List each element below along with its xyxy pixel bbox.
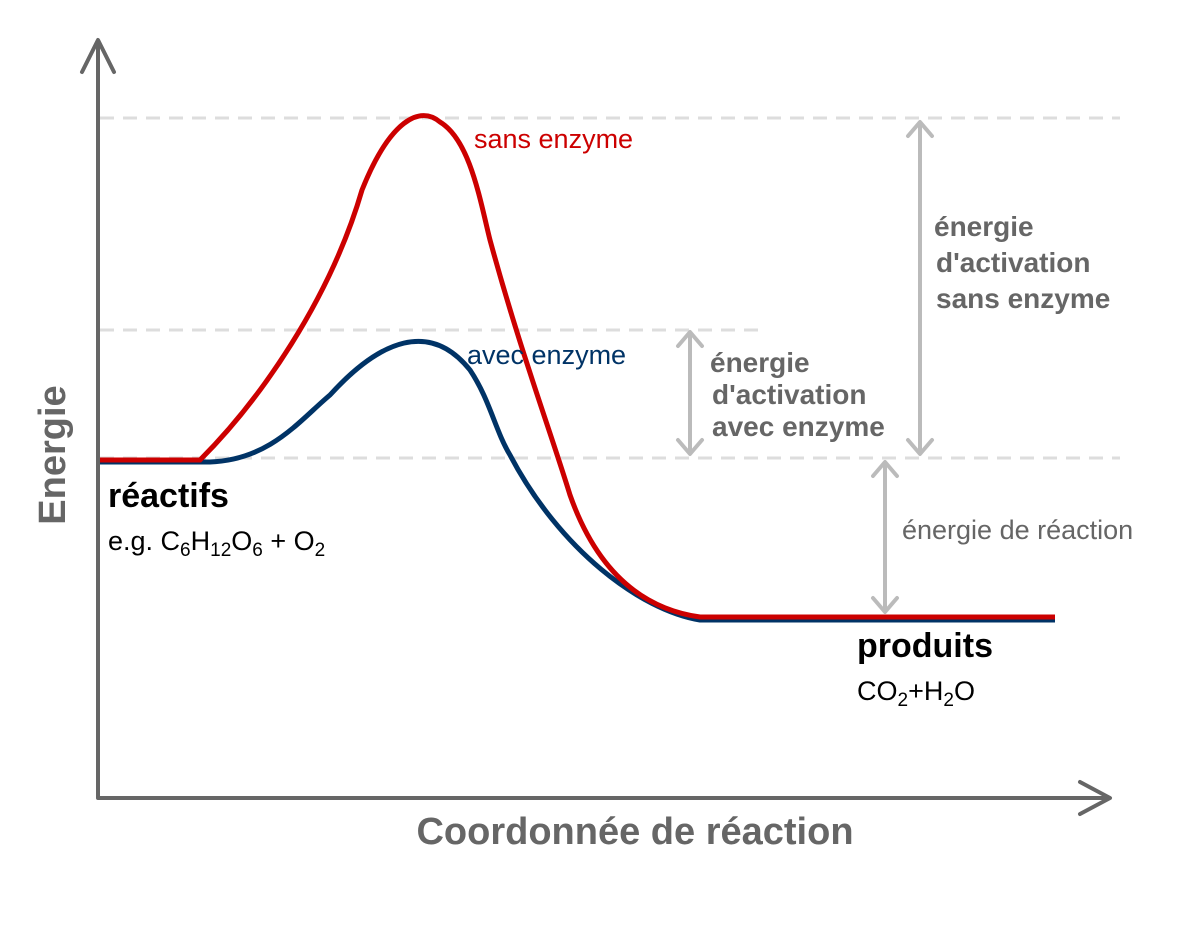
text-part: O — [954, 676, 975, 706]
annotation: énergie de réaction — [902, 515, 1133, 545]
text-part: énergie — [934, 211, 1034, 242]
text-part: O — [231, 526, 252, 556]
reactants-formula: e.g. C6H12O6 + O2 — [108, 526, 325, 561]
text-part: CO — [857, 676, 898, 706]
reactants-label: réactifs — [108, 477, 229, 515]
arrow-activation-with — [676, 330, 704, 456]
text-part: + O — [263, 526, 315, 556]
text-part: e.g. C — [108, 526, 180, 556]
text-part: d'activation — [936, 247, 1090, 278]
curve-label: avec enzyme — [467, 340, 626, 370]
text-part: 6 — [180, 540, 191, 561]
text-part: énergie — [710, 347, 810, 378]
text-part: 2 — [315, 540, 326, 561]
arrow-activation-without — [906, 120, 934, 456]
annotation: énergie d'activation avec enzyme — [710, 347, 885, 442]
text-part: 12 — [210, 540, 231, 561]
arrow-reaction-energy — [871, 460, 899, 614]
curve-with-enzyme — [100, 339, 1055, 623]
text-part: 2 — [898, 690, 909, 711]
products-label: produits — [857, 627, 993, 665]
x-axis-label: Coordonnée de réaction — [416, 811, 853, 853]
text-part: avec enzyme — [712, 411, 885, 442]
text-part: 2 — [943, 690, 954, 711]
text-part: +H — [908, 676, 943, 706]
curve-label: sans enzyme — [474, 124, 633, 154]
text-part: 6 — [252, 540, 263, 561]
text-part: d'activation — [712, 379, 866, 410]
text-part: sans enzyme — [936, 283, 1110, 314]
products-formula: CO2+H2O — [857, 676, 975, 711]
curve-without-enzyme — [100, 113, 1055, 620]
axes — [80, 38, 1112, 816]
y-axis-label: Energie — [32, 385, 74, 524]
annotation: énergie d'activation sans enzyme — [934, 211, 1110, 314]
text-part: H — [191, 526, 211, 556]
